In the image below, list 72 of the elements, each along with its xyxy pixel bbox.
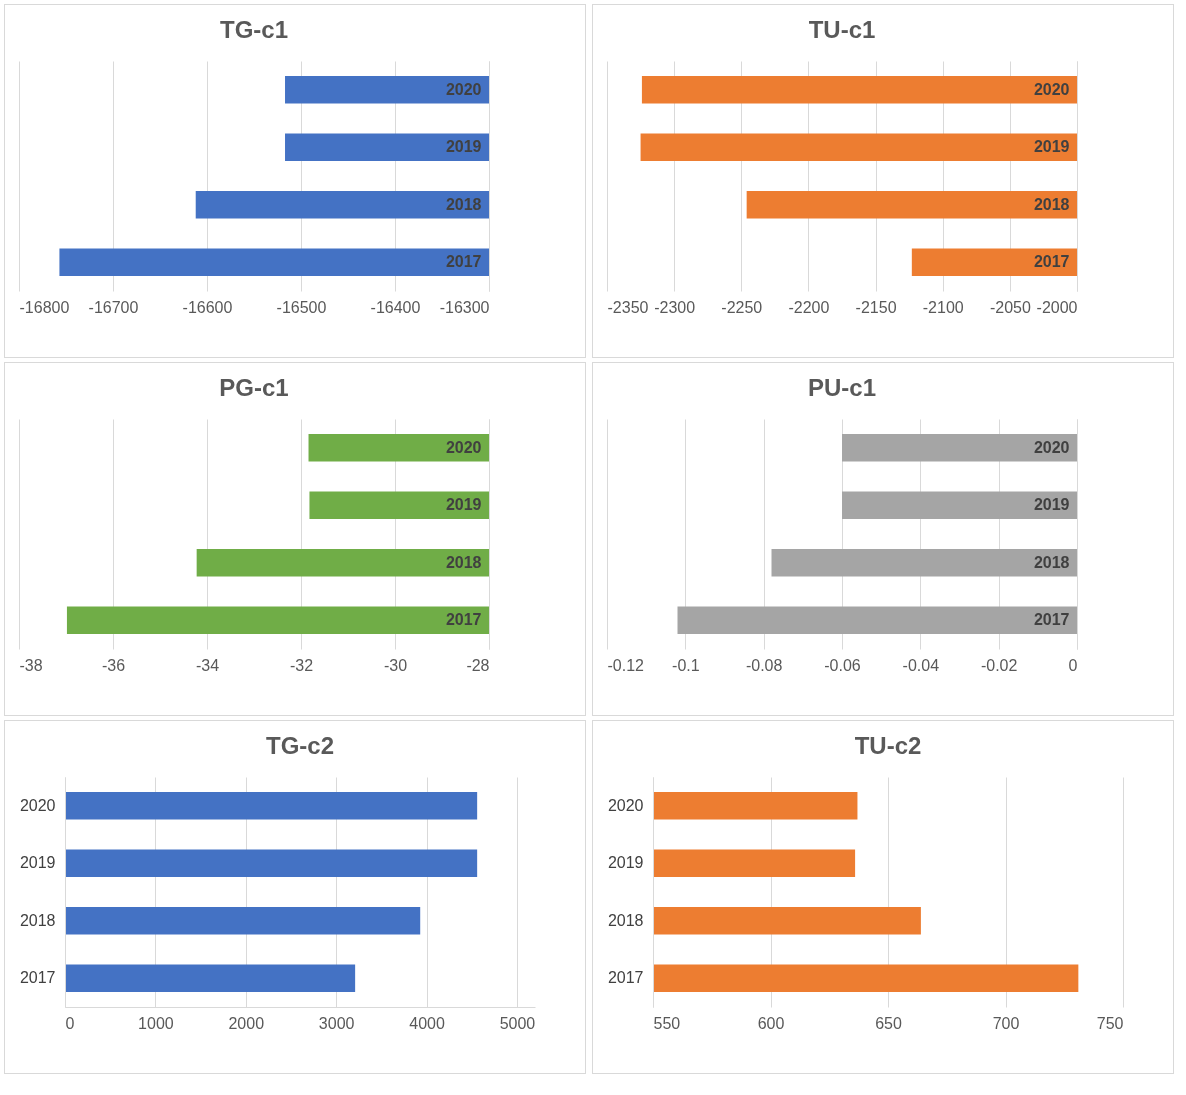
- x-tick-label: -30: [383, 656, 408, 674]
- y-tick-label: 2020: [1033, 438, 1070, 456]
- bar: [65, 906, 421, 935]
- y-tick-label: 2019: [445, 138, 482, 156]
- x-tick-label: -0.12: [607, 656, 645, 674]
- x-tick-label: -2300: [654, 298, 696, 316]
- x-tick-label: -0.06: [824, 656, 861, 674]
- x-tick-label: 4000: [409, 1014, 445, 1032]
- x-tick-label: -2250: [721, 298, 763, 316]
- y-tick-label: 2019: [19, 854, 56, 872]
- x-tick-label: -2350: [607, 298, 649, 316]
- x-tick-label: 750: [1096, 1014, 1124, 1032]
- chart-title: PG-c1: [219, 374, 289, 401]
- x-tick-label: -16300: [439, 298, 490, 316]
- x-tick-label: -32: [289, 656, 314, 674]
- x-tick-label: -16800: [19, 298, 70, 316]
- x-tick-label: -38: [19, 656, 43, 674]
- x-tick-label: 2000: [228, 1014, 265, 1032]
- chart-title: TG-c1: [219, 16, 289, 43]
- y-tick-label: 2019: [607, 854, 644, 872]
- y-tick-label: 2017: [1033, 253, 1070, 271]
- x-tick-label: -16500: [276, 298, 327, 316]
- x-tick-label: 650: [875, 1014, 902, 1032]
- y-tick-label: 2019: [1033, 496, 1070, 514]
- y-tick-label: 2020: [19, 796, 56, 814]
- x-tick-label: 700: [992, 1014, 1020, 1032]
- x-tick-label: -0.08: [745, 656, 783, 674]
- y-tick-label: 2020: [445, 438, 482, 456]
- y-tick-label: 2019: [445, 496, 482, 514]
- x-tick-label: 550: [653, 1014, 681, 1032]
- y-tick-label: 2019: [1033, 138, 1070, 156]
- x-tick-label: -0.1: [672, 656, 700, 674]
- chart-title: TG-c2: [265, 732, 335, 759]
- y-tick-label: 2020: [607, 796, 644, 814]
- y-tick-label: 2020: [1033, 80, 1070, 98]
- x-tick-label: -28: [466, 656, 490, 674]
- y-tick-label: 2017: [1033, 611, 1070, 629]
- y-tick-label: 2018: [19, 911, 56, 929]
- y-tick-label: 2018: [1033, 553, 1070, 571]
- y-tick-label: 2018: [1033, 195, 1070, 213]
- x-tick-label: -2200: [788, 298, 830, 316]
- y-tick-label: 2017: [607, 969, 644, 987]
- y-tick-label: 2020: [445, 80, 482, 98]
- x-tick-label: -16700: [88, 298, 139, 316]
- bar: [65, 791, 478, 820]
- chart-title: TU-c2: [854, 732, 922, 759]
- x-tick-label: 600: [757, 1014, 785, 1032]
- x-tick-label: 5000: [499, 1014, 536, 1032]
- y-tick-label: 2017: [19, 969, 56, 987]
- y-tick-label: 2017: [445, 611, 482, 629]
- y-tick-label: 2018: [445, 553, 482, 571]
- x-tick-label: -2150: [855, 298, 897, 316]
- x-tick-label: -0.02: [980, 656, 1018, 674]
- x-tick-label: 0: [1068, 656, 1078, 674]
- x-tick-label: -16600: [182, 298, 233, 316]
- y-tick-label: 2018: [607, 911, 644, 929]
- x-tick-label: -2050: [989, 298, 1031, 316]
- y-tick-label: 2018: [445, 195, 482, 213]
- x-tick-label: -0.04: [902, 656, 940, 674]
- x-tick-label: -36: [101, 656, 126, 674]
- x-tick-label: -16400: [370, 298, 421, 316]
- bar: [65, 849, 478, 878]
- x-tick-label: -2100: [922, 298, 964, 316]
- bar: [65, 964, 356, 993]
- x-tick-label: 0: [65, 1014, 75, 1032]
- chart-title: PU-c1: [807, 374, 877, 401]
- x-tick-label: 1000: [138, 1014, 174, 1032]
- x-tick-label: 3000: [318, 1014, 355, 1032]
- y-tick-label: 2017: [445, 253, 482, 271]
- chart-title: TU-c1: [808, 16, 876, 43]
- x-tick-label: -34: [195, 656, 220, 674]
- x-tick-label: -2000: [1036, 298, 1078, 316]
